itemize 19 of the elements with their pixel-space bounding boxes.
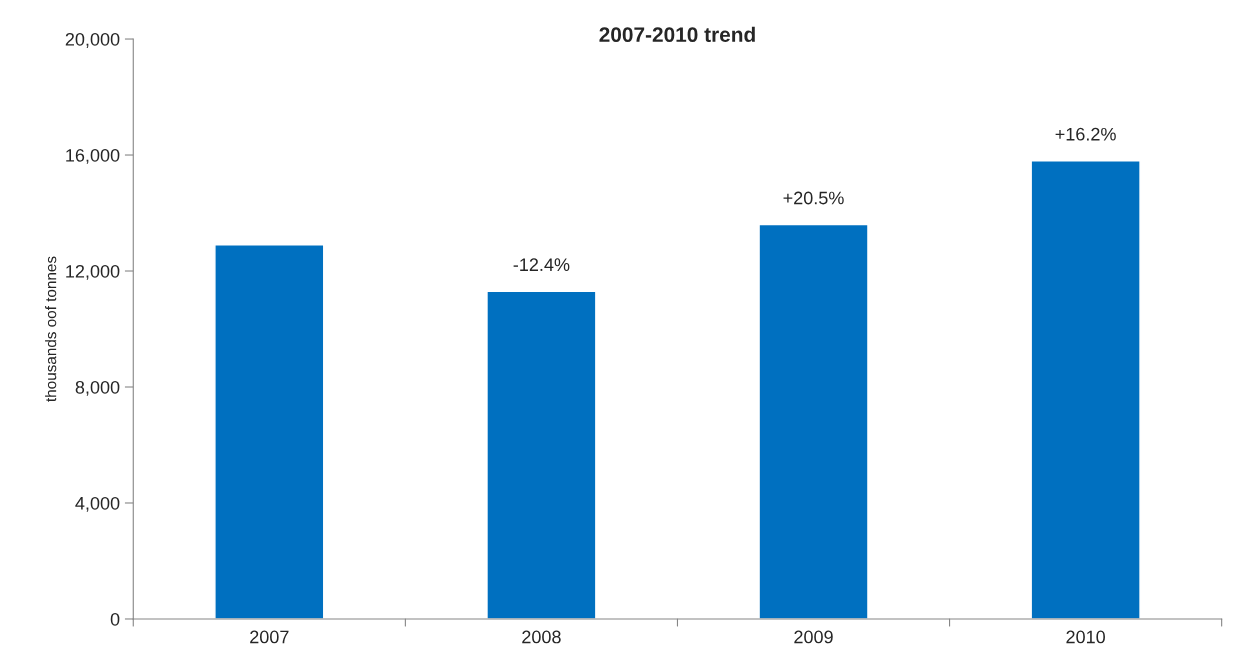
y-tick-label: 8,000: [75, 380, 120, 396]
annotation: +16.2%: [1055, 127, 1116, 141]
y-tick-label: 20,000: [65, 32, 120, 48]
y-tick-label: 0: [110, 612, 120, 626]
annotation: +20.5%: [783, 191, 844, 205]
y-tick-label: 16,000: [66, 148, 120, 164]
x-tick-label: 2008: [522, 630, 561, 644]
bar: [214, 244, 325, 619]
x-tick-label: 2007: [250, 630, 289, 644]
bar: [1030, 160, 1141, 619]
y-tick-label: 12,000: [66, 264, 120, 280]
y-tick-label: 4,000: [75, 496, 120, 512]
x-tick-label: 2010: [1066, 630, 1105, 644]
y-axis-title: thousands oof tonnes: [45, 256, 57, 402]
bar: [486, 290, 597, 619]
x-tick-label: 2009: [794, 630, 833, 644]
annotation: -12.4%: [513, 258, 570, 271]
bar: [758, 223, 869, 619]
chart-title: 2007-2010 trend: [599, 26, 755, 43]
